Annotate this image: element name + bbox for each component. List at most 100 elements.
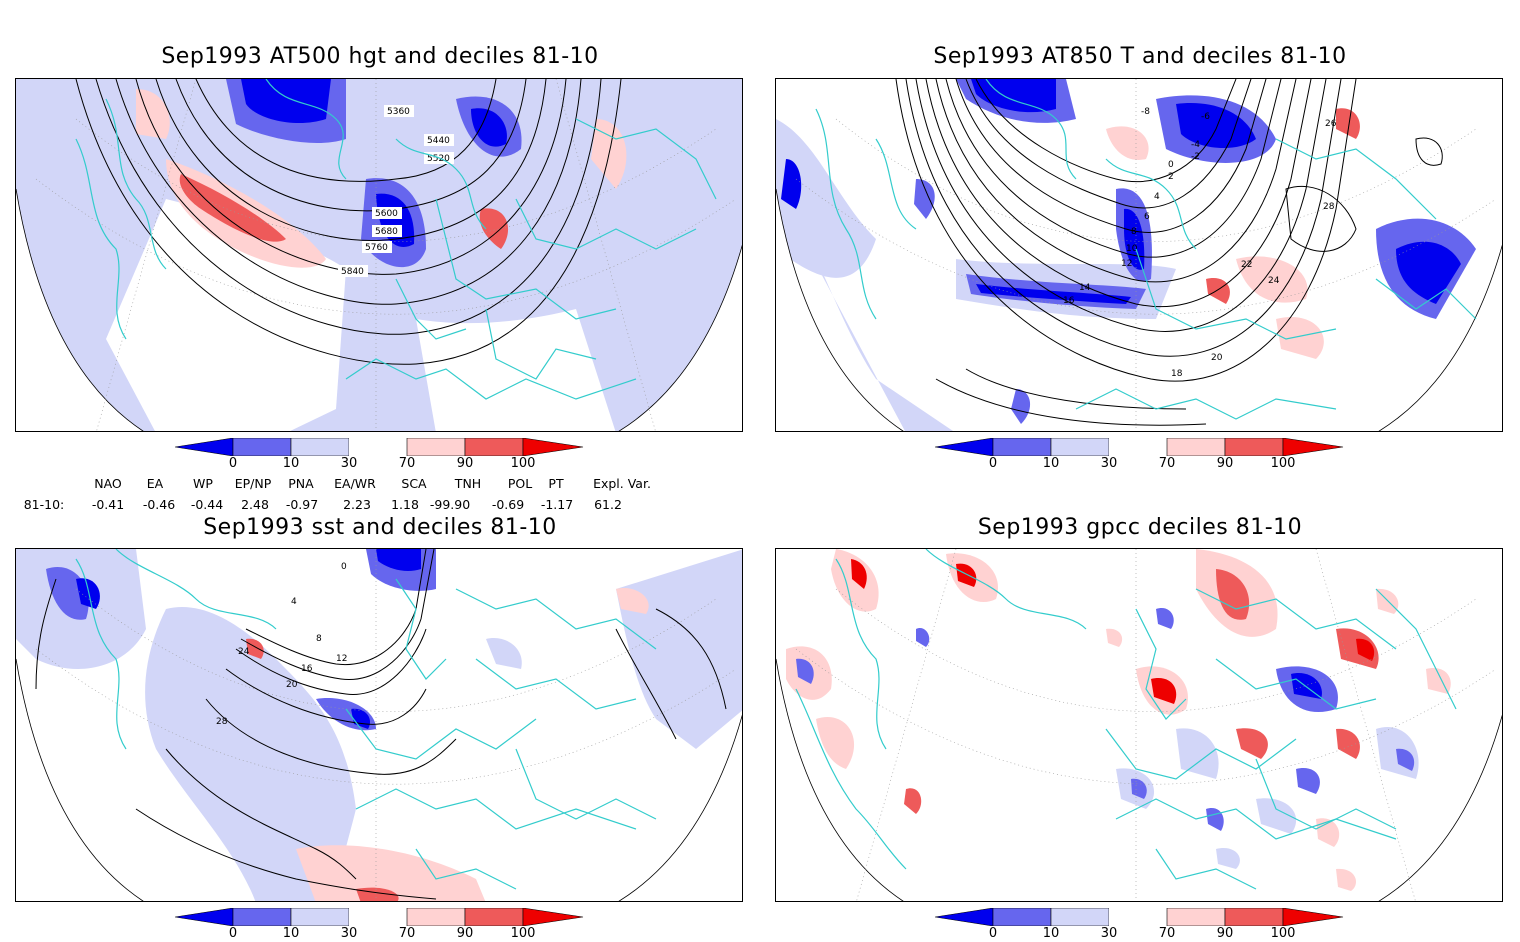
colorbar-tick: 90: [1216, 926, 1234, 941]
temperature-contours: [895, 79, 1443, 426]
index-header: EA/WR: [334, 476, 376, 491]
colorbar-gpcc: 0 10 30 70 90 100: [934, 907, 1345, 942]
colorbar-tick: 30: [1100, 456, 1118, 471]
colorbar-tick: 100: [510, 456, 536, 471]
colorbar-tick: 0: [988, 456, 998, 471]
panel-title-gpcc: Sep1993 gpcc deciles 81-10: [977, 515, 1303, 540]
index-header: EA: [146, 476, 164, 491]
contour-label: 26: [1325, 119, 1337, 129]
contour-label: 5840: [341, 267, 364, 277]
colorbar-tick: 10: [1042, 456, 1060, 471]
contour-label: 24: [238, 647, 250, 657]
contour-label: 12: [336, 654, 347, 664]
index-header: PNA: [288, 476, 314, 491]
index-header: SCA: [401, 476, 427, 491]
colorbar-tick: 100: [1270, 926, 1296, 941]
colorbar-tick: 70: [398, 456, 416, 471]
contour-label: 4: [291, 597, 297, 607]
colorbar-tick: 30: [1100, 926, 1118, 941]
map-t850: -8 -6 -4 -2 0 2 4 6 8 10 12 14 16 18 20 …: [775, 78, 1503, 432]
contour-label: -8: [1141, 107, 1150, 117]
contour-label: 5520: [427, 154, 450, 164]
contour-label: -4: [1191, 140, 1200, 150]
index-value: 2.48: [241, 497, 269, 512]
index-header: WP: [193, 476, 213, 491]
index-value: -0.44: [190, 497, 224, 512]
index-value: 2.23: [343, 497, 371, 512]
colorbar-tick: 100: [510, 926, 536, 941]
contour-label: 2: [1168, 172, 1174, 182]
map-hgt500: 5360 5440 5520 5600 5680 5760 5840: [15, 78, 743, 432]
colorbar-tick: 30: [340, 926, 358, 941]
coastlines: [75, 79, 717, 400]
index-value: 61.2: [594, 497, 622, 512]
contour-label: 28: [1323, 202, 1335, 212]
graticule: [35, 79, 737, 431]
colorbar-tick: 10: [1042, 926, 1060, 941]
contour-label: 12: [1121, 259, 1132, 269]
contour-label: 16: [301, 664, 313, 674]
colorbar-tick: 0: [228, 926, 238, 941]
teleconnection-table: NAO EA WP EP/NP PNA EA/WR SCA TNH POL PT…: [0, 476, 760, 516]
contour-label: 8: [316, 634, 322, 644]
contour-label: 24: [1268, 276, 1280, 286]
contour-label: 5360: [387, 107, 410, 117]
index-header: POL: [507, 476, 533, 491]
colorbar-tick: 70: [398, 926, 416, 941]
shading-extreme-low: [241, 79, 331, 124]
contour-label: 0: [1168, 160, 1174, 170]
contour-label: 5680: [375, 227, 398, 237]
height-contours: [75, 79, 622, 365]
colorbar-tick: 0: [228, 456, 238, 471]
contour-label: 20: [286, 680, 298, 690]
index-value: -99.90: [429, 497, 471, 512]
map-gpcc: [775, 548, 1503, 902]
colorbar-tick: 30: [340, 456, 358, 471]
panel-title-hgt500: Sep1993 AT500 hgt and deciles 81-10: [161, 44, 599, 69]
index-header: TNH: [454, 476, 482, 491]
index-header: Expl. Var.: [593, 476, 651, 491]
colorbar-tick: 0: [988, 926, 998, 941]
contour-label: 20: [1211, 353, 1223, 363]
colorbar-tick: 100: [1270, 456, 1296, 471]
contour-label: -6: [1201, 112, 1210, 122]
colorbar-tick: 70: [1158, 456, 1176, 471]
index-value: -1.17: [540, 497, 574, 512]
contour-label: 16: [1063, 296, 1075, 306]
map-sst: 0 4 8 12 16 20 24 28: [15, 548, 743, 902]
contour-label: 5600: [375, 209, 398, 219]
contour-label: 0: [341, 562, 347, 572]
colorbar-tick: 10: [282, 926, 300, 941]
contour-label: 8: [1131, 227, 1137, 237]
contour-label: 5440: [427, 136, 450, 146]
index-value: -0.41: [91, 497, 125, 512]
contour-label: 4: [1154, 192, 1160, 202]
colorbar-sst: 0 10 30 70 90 100: [174, 907, 585, 942]
contour-label: 6: [1144, 212, 1150, 222]
contour-label: 22: [1241, 260, 1252, 270]
index-header: EP/NP: [234, 476, 272, 491]
index-value: -0.46: [142, 497, 176, 512]
colorbar-tick: 70: [1158, 926, 1176, 941]
colorbar-tick: 90: [1216, 456, 1234, 471]
contour-label: 10: [1126, 244, 1138, 254]
contour-label: 5760: [365, 243, 388, 253]
contour-label: -2: [1191, 152, 1200, 162]
t850-contour-labels: -8 -6 -4 -2 0 2 4 6 8 10 12 14 16 18 20 …: [1063, 107, 1337, 379]
index-value: -0.69: [491, 497, 525, 512]
colorbar-tick: 10: [282, 456, 300, 471]
index-header: NAO: [94, 476, 122, 491]
sst-contour-labels: 0 4 8 12 16 20 24 28: [216, 562, 347, 727]
colorbar-tick: 90: [456, 926, 474, 941]
index-value: -0.97: [285, 497, 319, 512]
colorbar-t850: 0 10 30 70 90 100: [934, 437, 1345, 472]
index-value: 1.18: [391, 497, 419, 512]
panel-title-sst: Sep1993 sst and deciles 81-10: [203, 515, 557, 540]
colorbar-tick: 90: [456, 456, 474, 471]
index-row-label: 81-10:: [23, 497, 65, 512]
contour-label: 14: [1079, 283, 1091, 293]
contour-label: 18: [1171, 369, 1183, 379]
index-header: PT: [548, 476, 564, 491]
contour-label: 28: [216, 717, 228, 727]
panel-title-t850: Sep1993 AT850 T and deciles 81-10: [933, 44, 1347, 69]
